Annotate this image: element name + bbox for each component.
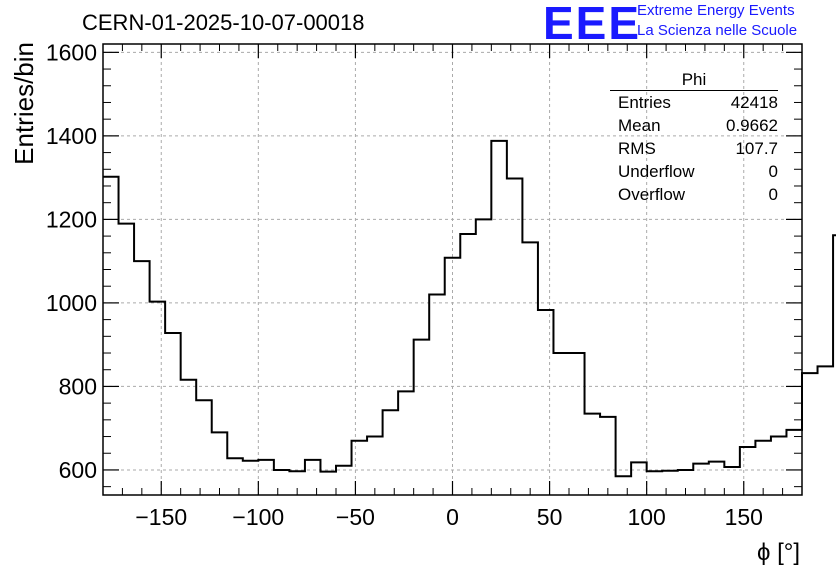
y-tick-labels: 600 800 1000 1200 1400 1600 xyxy=(46,39,97,483)
stats-label: Overflow xyxy=(618,185,686,204)
y-tick-label: 600 xyxy=(59,457,97,483)
y-tick-label: 1000 xyxy=(46,290,97,316)
plot-frame xyxy=(102,43,803,496)
x-tick-labels: −150 −100 −50 0 50 100 150 xyxy=(135,504,763,530)
x-tick-label: 150 xyxy=(725,504,763,530)
stats-row-overflow: Overflow 0 xyxy=(610,183,778,206)
x-axis-label: ϕ [°] xyxy=(757,539,800,566)
stats-row-rms: RMS 107.7 xyxy=(610,137,778,160)
logo-text-line1: Extreme Energy Events xyxy=(637,2,795,19)
eee-logo: EEE xyxy=(543,0,641,46)
x-tick-label: −150 xyxy=(135,504,187,530)
stats-value: 0 xyxy=(768,162,778,181)
stats-box: Phi Entries 42418 Mean 0.9662 RMS 107.7 … xyxy=(610,70,778,206)
x-tick-label: 50 xyxy=(537,504,563,530)
y-tick-label: 1200 xyxy=(46,206,97,232)
stats-value: 107.7 xyxy=(735,139,778,158)
stats-label: Entries xyxy=(618,93,671,112)
stats-row-entries: Entries 42418 xyxy=(610,91,778,114)
stats-label: Mean xyxy=(618,116,661,135)
stats-value: 0 xyxy=(768,185,778,204)
axis-ticks xyxy=(103,44,802,495)
x-tick-label: 100 xyxy=(627,504,665,530)
stats-value: 42418 xyxy=(730,93,778,112)
run-title: CERN-01-2025-10-07-00018 xyxy=(82,10,365,35)
x-tick-label: −50 xyxy=(336,504,375,530)
stats-label: RMS xyxy=(618,139,656,158)
y-tick-label: 1600 xyxy=(46,39,97,65)
stats-value: 0.9662 xyxy=(726,116,778,135)
stats-row-underflow: Underflow 0 xyxy=(610,160,778,183)
y-axis-label: Entries/bin xyxy=(9,42,39,165)
logo-letters: EEE xyxy=(543,0,642,49)
stats-label: Underflow xyxy=(618,162,695,181)
histogram-step-line xyxy=(103,139,836,478)
stats-title: Phi xyxy=(610,70,778,91)
logo-text-line2: La Scienza nelle Scuole xyxy=(637,22,798,39)
x-tick-label: −100 xyxy=(232,504,284,530)
x-tick-label: 0 xyxy=(446,504,459,530)
stats-row-mean: Mean 0.9662 xyxy=(610,114,778,137)
y-tick-label: 1400 xyxy=(46,123,97,149)
y-tick-label: 800 xyxy=(59,373,97,399)
